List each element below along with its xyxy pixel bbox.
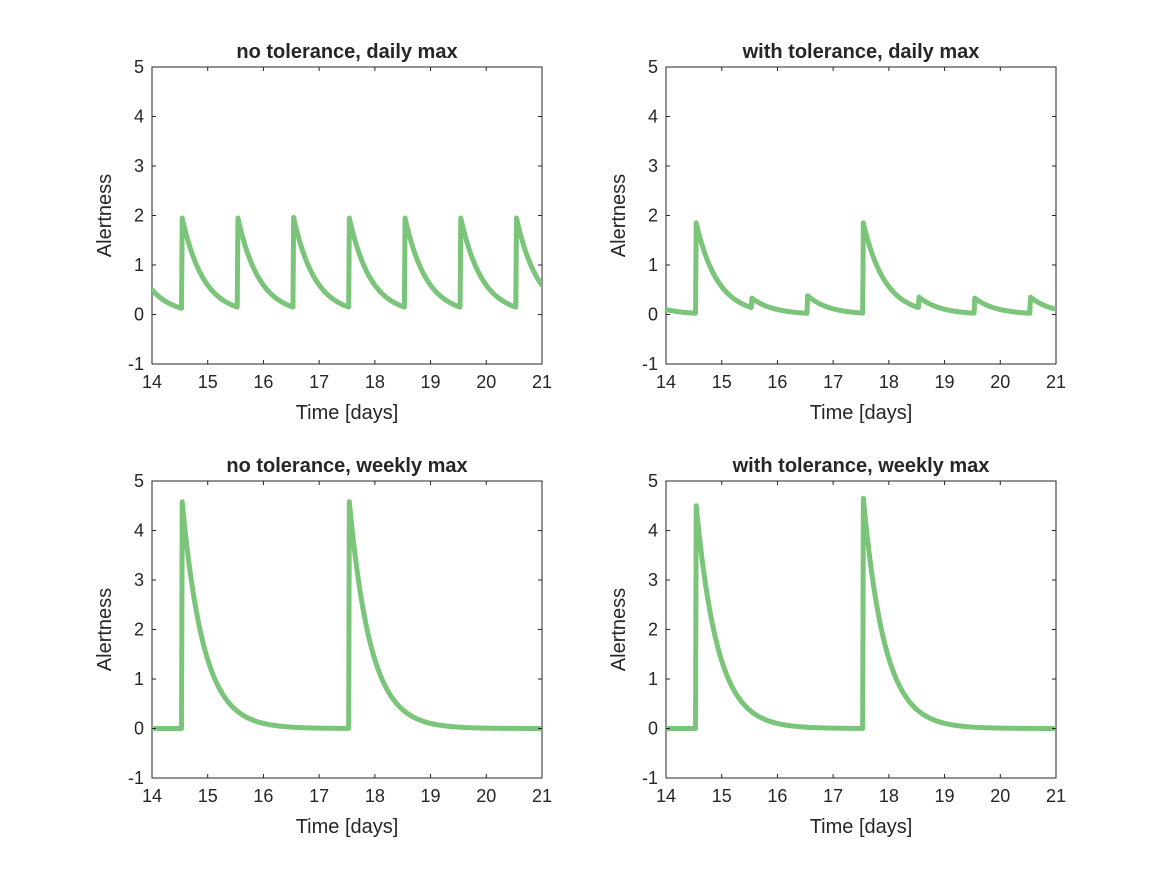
x-tick-label: 16 bbox=[767, 372, 787, 392]
x-tick-label: 19 bbox=[935, 372, 955, 392]
y-tick-label: 0 bbox=[134, 719, 144, 739]
series-line-0 bbox=[152, 214, 542, 311]
y-tick-label: 4 bbox=[134, 107, 144, 127]
x-tick-label: 17 bbox=[823, 786, 843, 806]
x-axis-label: Time [days] bbox=[296, 402, 399, 424]
y-tick-label: 3 bbox=[648, 156, 658, 176]
x-tick-label: 15 bbox=[712, 372, 732, 392]
x-tick-label: 21 bbox=[1046, 372, 1066, 392]
x-axis-label: Time [days] bbox=[296, 816, 399, 838]
y-tick-label: -1 bbox=[642, 354, 658, 374]
x-tick-label: 16 bbox=[253, 786, 273, 806]
y-axis-label: Alertness bbox=[608, 174, 630, 257]
series-line-0 bbox=[152, 499, 542, 731]
x-tick-label: 19 bbox=[935, 786, 955, 806]
x-tick-label: 14 bbox=[142, 372, 162, 392]
chart-panel-with-tolerance-weekly: 14 15 16 17 18 19 20 21 -1 0 1 2 3 4 5 with tolerance, … bbox=[608, 455, 1066, 838]
chart-title: no tolerance, daily max bbox=[236, 41, 457, 63]
y-tick-label: 1 bbox=[648, 669, 658, 689]
plot-frame bbox=[665, 66, 1057, 365]
x-tick-label: 19 bbox=[421, 372, 441, 392]
x-tick-label: 19 bbox=[421, 786, 441, 806]
y-tick-label: 3 bbox=[134, 570, 144, 590]
x-tick-label: 17 bbox=[309, 372, 329, 392]
y-axis-label: Alertness bbox=[94, 174, 116, 257]
y-tick-label: 2 bbox=[648, 206, 658, 226]
y-tick-label: 2 bbox=[134, 620, 144, 640]
chart-panel-with-tolerance-daily: 14 15 16 17 18 19 20 21 -1 0 1 2 3 4 5 with tolerance, … bbox=[608, 41, 1066, 424]
y-tick-label: 0 bbox=[134, 305, 144, 325]
x-tick-label: 18 bbox=[879, 786, 899, 806]
chart-title: with tolerance, weekly max bbox=[732, 455, 990, 477]
y-tick-label: 2 bbox=[134, 206, 144, 226]
y-tick-label: 1 bbox=[134, 255, 144, 275]
y-tick-label: 5 bbox=[134, 57, 144, 77]
y-tick-label: 5 bbox=[648, 57, 658, 77]
y-axis-label: Alertness bbox=[94, 588, 116, 671]
x-tick-label: 14 bbox=[656, 786, 676, 806]
x-tick-label: 20 bbox=[476, 372, 496, 392]
series-line-0 bbox=[666, 495, 1056, 731]
series-line-0 bbox=[666, 220, 1056, 316]
x-tick-label: 21 bbox=[1046, 786, 1066, 806]
y-tick-label: 4 bbox=[648, 107, 658, 127]
x-axis-label: Time [days] bbox=[810, 402, 913, 424]
chart-panel-no-tolerance-weekly: 14 15 16 17 18 19 20 21 -1 0 1 2 3 4 5 no tolerance, we… bbox=[94, 455, 552, 838]
x-tick-label: 20 bbox=[990, 786, 1010, 806]
y-tick-label: 0 bbox=[648, 305, 658, 325]
x-tick-label: 18 bbox=[365, 786, 385, 806]
x-tick-label: 17 bbox=[823, 372, 843, 392]
x-tick-label: 20 bbox=[476, 786, 496, 806]
x-tick-label: 14 bbox=[656, 372, 676, 392]
x-tick-label: 21 bbox=[532, 372, 552, 392]
y-tick-label: 1 bbox=[134, 669, 144, 689]
y-tick-label: -1 bbox=[642, 768, 658, 788]
y-tick-label: -1 bbox=[128, 354, 144, 374]
chart-panel-no-tolerance-daily: 14 15 16 17 18 19 20 21 -1 0 1 2 3 4 5 no tolerance, da… bbox=[94, 41, 552, 424]
x-tick-label: 18 bbox=[879, 372, 899, 392]
x-tick-label: 15 bbox=[712, 786, 732, 806]
x-tick-label: 15 bbox=[198, 372, 218, 392]
y-axis-label: Alertness bbox=[608, 588, 630, 671]
y-tick-label: -1 bbox=[128, 768, 144, 788]
x-tick-label: 21 bbox=[532, 786, 552, 806]
y-tick-label: 5 bbox=[134, 471, 144, 491]
y-tick-label: 4 bbox=[648, 521, 658, 541]
x-tick-label: 16 bbox=[767, 786, 787, 806]
y-tick-label: 0 bbox=[648, 719, 658, 739]
x-axis-label: Time [days] bbox=[810, 816, 913, 838]
x-tick-label: 16 bbox=[253, 372, 273, 392]
chart-title: no tolerance, weekly max bbox=[226, 455, 467, 477]
x-tick-label: 18 bbox=[365, 372, 385, 392]
y-tick-label: 4 bbox=[134, 521, 144, 541]
y-tick-label: 5 bbox=[648, 471, 658, 491]
chart-title: with tolerance, daily max bbox=[742, 41, 980, 63]
x-tick-label: 14 bbox=[142, 786, 162, 806]
y-tick-label: 1 bbox=[648, 255, 658, 275]
y-tick-label: 2 bbox=[648, 620, 658, 640]
y-tick-label: 3 bbox=[134, 156, 144, 176]
y-tick-label: 3 bbox=[648, 570, 658, 590]
x-tick-label: 17 bbox=[309, 786, 329, 806]
x-tick-label: 15 bbox=[198, 786, 218, 806]
x-tick-label: 20 bbox=[990, 372, 1010, 392]
plot-frame bbox=[151, 66, 543, 365]
